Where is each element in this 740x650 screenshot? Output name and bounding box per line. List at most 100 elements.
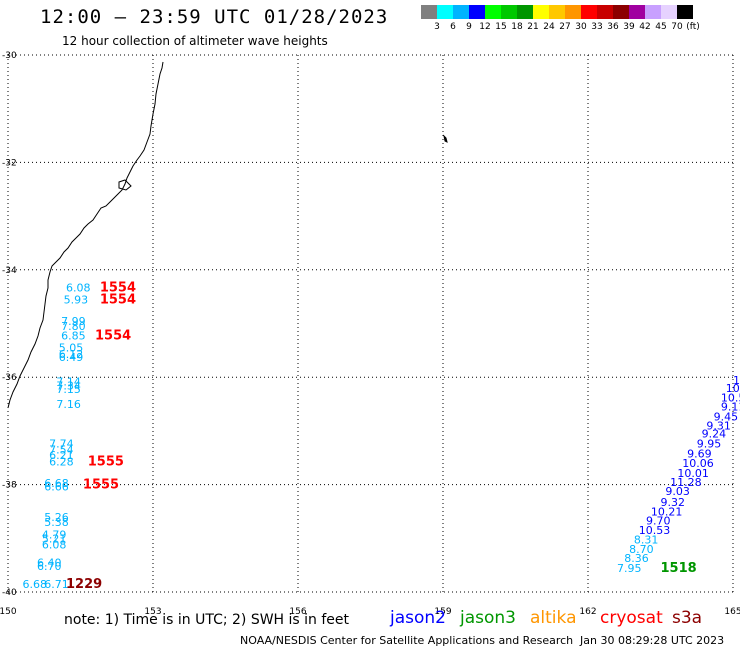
satellite-legend-jason3: jason3	[460, 608, 516, 628]
wave-height-label: 9.31	[706, 420, 731, 433]
longitude-tick-label: 153	[144, 607, 161, 617]
color-legend-label: 27	[559, 22, 571, 32]
footer-note: note: 1) Time is in UTC; 2) SWH is in fe…	[64, 612, 350, 628]
color-swatch	[421, 5, 437, 19]
observation-time-label: 1555	[83, 478, 119, 493]
wave-height-label: 5.26	[44, 511, 69, 524]
wave-height-label: 9.32	[661, 496, 686, 509]
color-legend-label: 18	[511, 22, 523, 32]
longitude-tick-label: 162	[579, 607, 596, 617]
color-legend-label: 30	[575, 22, 587, 32]
generation-timestamp: Jan 30 08:29:28 UTC 2023	[580, 634, 725, 647]
color-legend-bar	[421, 5, 693, 19]
color-legend-label: 36	[607, 22, 619, 32]
wave-height-label: 8.70	[629, 543, 654, 556]
wave-height-label: 9.03	[665, 485, 690, 498]
wave-height-label: 11.28	[670, 476, 702, 489]
color-legend-label: 6	[450, 22, 456, 32]
wave-height-label: 6.40	[37, 556, 62, 569]
color-legend-label: 33	[591, 22, 603, 32]
observation-time-label: 1554	[100, 292, 136, 307]
wave-height-label: 9.95	[697, 437, 722, 450]
color-swatch	[517, 5, 533, 19]
latitude-tick-label: -32	[2, 158, 17, 168]
wave-height-label: 7.99	[61, 315, 86, 328]
color-swatch	[629, 5, 645, 19]
wave-height-label: 4.79	[42, 529, 66, 542]
color-swatch	[597, 5, 613, 19]
wave-height-label: 6.85	[61, 329, 86, 342]
color-legend-label: 70	[671, 22, 683, 32]
observation-time-label: 1554	[100, 281, 136, 296]
color-legend-label: 45	[655, 22, 667, 32]
wave-height-label: 5.93	[64, 293, 88, 306]
wave-height-label: 7.80	[61, 320, 86, 333]
color-swatch	[645, 5, 661, 19]
latitude-tick-label: -38	[2, 481, 17, 491]
wave-height-label: 6.68	[44, 477, 69, 490]
color-swatch	[501, 5, 517, 19]
wave-height-label: 10	[733, 374, 740, 387]
observation-labels: 6.08 1554 5.93 1554 7.997.806.85 1554 5.056.12…	[23, 281, 740, 592]
latitude-tick-label: -34	[2, 266, 17, 276]
color-swatch	[469, 5, 485, 19]
color-legend-label: 39	[623, 22, 635, 32]
wave-height-label: 6.08	[66, 282, 91, 295]
color-swatch	[565, 5, 581, 19]
latitude-tick-label: -40	[2, 588, 17, 598]
color-swatch	[549, 5, 565, 19]
wave-height-label: 10.5	[721, 392, 740, 405]
satellite-legend-altika: altika	[530, 608, 577, 628]
wave-height-label: 10.53	[639, 524, 671, 537]
satellite-legend-s3a: s3a	[672, 608, 703, 628]
longitude-tick-label: 156	[289, 607, 306, 617]
wave-height-label: 7.14	[56, 375, 80, 388]
observation-time-label: 1229	[66, 577, 102, 592]
wave-height-label: 5.21	[42, 532, 66, 545]
color-legend-label: 12	[479, 22, 491, 32]
wave-height-label: 6.08	[42, 539, 66, 552]
color-swatch	[453, 5, 469, 19]
wave-height-label: 7.15	[56, 383, 80, 396]
wave-height-label: 6.49	[59, 351, 84, 364]
longitude-tick-label: 159	[434, 607, 451, 617]
map-grid	[7, 54, 734, 593]
color-swatch	[661, 5, 677, 19]
observation-time-label: 1555	[88, 455, 124, 470]
wave-height-label: 6.71	[44, 578, 69, 591]
wave-height-label: 6.28	[49, 456, 73, 469]
wave-height-label: 6.68	[23, 578, 48, 591]
wave-height-label: 7.54	[49, 444, 73, 457]
longitude-tick-label: 165	[724, 607, 740, 617]
wave-height-label: 10.01	[677, 467, 709, 480]
wave-height-label: 10.	[726, 382, 740, 395]
wave-height-label: 5.05	[59, 342, 84, 355]
color-swatch	[437, 5, 453, 19]
coastline-inlet	[118, 179, 132, 191]
wave-height-label: 9.11	[721, 401, 740, 414]
color-swatch	[677, 5, 693, 19]
wave-height-label: 9.24	[702, 428, 727, 441]
wave-height-label: 9.70	[646, 515, 671, 528]
satellite-legend-jason2: jason2	[390, 608, 446, 628]
satellite-legend-cryosat: cryosat	[600, 608, 663, 628]
wave-height-label: 5.38	[44, 516, 69, 529]
wave-height-label: 9.69	[687, 447, 712, 460]
color-swatch	[581, 5, 597, 19]
wave-height-label: 7.95	[617, 562, 642, 575]
wave-height-label: 7.34	[56, 379, 80, 392]
wave-height-label: 6.66	[44, 481, 69, 494]
island	[443, 134, 448, 143]
wave-height-label: 6.21	[49, 449, 73, 462]
color-legend-label: 24	[543, 22, 555, 32]
credit-text: NOAA/NESDIS Center for Satellite Applica…	[240, 634, 574, 647]
latitude-tick-label: -36	[2, 373, 17, 383]
color-legend-label: 3	[434, 22, 440, 32]
wave-height-label: 9.45	[714, 410, 739, 423]
wave-height-label: 6.12	[59, 348, 84, 361]
wave-height-label: 10.21	[651, 505, 683, 518]
wave-height-label: 8.36	[624, 552, 649, 565]
wave-height-label: 7.74	[49, 437, 73, 450]
color-legend-label: (ft)	[686, 22, 700, 32]
